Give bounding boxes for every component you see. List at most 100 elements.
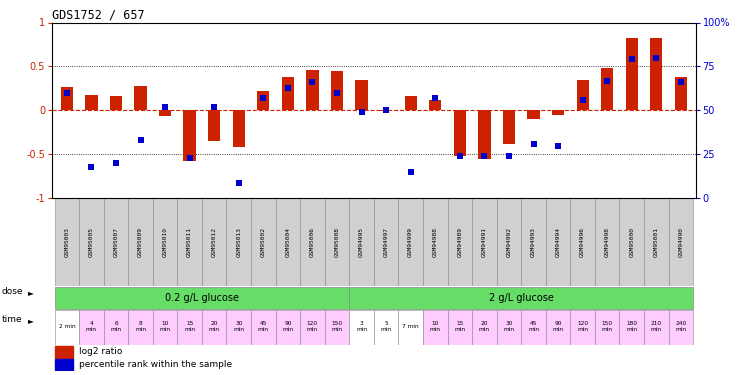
- Text: 8
min: 8 min: [135, 321, 146, 332]
- Text: ►: ►: [28, 288, 34, 297]
- FancyBboxPatch shape: [399, 310, 423, 345]
- Text: 150
min: 150 min: [602, 321, 613, 332]
- Text: GSM94988: GSM94988: [433, 227, 437, 257]
- FancyBboxPatch shape: [399, 198, 423, 286]
- Point: [503, 153, 515, 159]
- FancyBboxPatch shape: [226, 310, 251, 345]
- FancyBboxPatch shape: [177, 198, 202, 286]
- Text: GSM95008: GSM95008: [335, 227, 339, 257]
- Point: [110, 160, 122, 166]
- FancyBboxPatch shape: [595, 198, 620, 286]
- FancyBboxPatch shape: [448, 310, 472, 345]
- FancyBboxPatch shape: [472, 198, 497, 286]
- FancyBboxPatch shape: [275, 198, 300, 286]
- Bar: [454, 111, 466, 156]
- Text: GSM95010: GSM95010: [163, 227, 167, 257]
- FancyBboxPatch shape: [153, 310, 177, 345]
- Text: 210
min: 210 min: [651, 321, 662, 332]
- Text: log2 ratio: log2 ratio: [79, 348, 123, 357]
- FancyBboxPatch shape: [373, 310, 399, 345]
- Bar: [577, 80, 589, 111]
- Text: GSM94997: GSM94997: [384, 227, 388, 257]
- Text: GSM95013: GSM95013: [237, 227, 241, 257]
- Text: 120
min: 120 min: [577, 321, 589, 332]
- FancyBboxPatch shape: [522, 198, 546, 286]
- Point: [552, 142, 564, 148]
- FancyBboxPatch shape: [153, 198, 177, 286]
- FancyBboxPatch shape: [324, 198, 349, 286]
- Text: 150
min: 150 min: [332, 321, 342, 332]
- Bar: [110, 96, 122, 111]
- Point: [650, 55, 662, 61]
- Point: [86, 164, 97, 170]
- FancyBboxPatch shape: [226, 198, 251, 286]
- Point: [626, 57, 638, 63]
- FancyBboxPatch shape: [472, 310, 497, 345]
- Point: [601, 78, 613, 84]
- Text: GSM95007: GSM95007: [113, 227, 118, 257]
- FancyBboxPatch shape: [202, 198, 226, 286]
- FancyBboxPatch shape: [669, 198, 693, 286]
- Point: [356, 109, 368, 115]
- FancyBboxPatch shape: [300, 310, 324, 345]
- FancyBboxPatch shape: [423, 310, 448, 345]
- FancyBboxPatch shape: [79, 310, 103, 345]
- Bar: [429, 100, 441, 111]
- Bar: [552, 111, 564, 115]
- Text: GSM94994: GSM94994: [556, 227, 560, 257]
- Text: GSM94995: GSM94995: [359, 227, 364, 257]
- FancyBboxPatch shape: [546, 198, 571, 286]
- Bar: [650, 38, 662, 111]
- Text: 240
min: 240 min: [676, 321, 687, 332]
- Bar: [159, 111, 171, 116]
- FancyBboxPatch shape: [620, 310, 644, 345]
- Bar: [61, 87, 73, 111]
- FancyBboxPatch shape: [54, 198, 79, 286]
- FancyBboxPatch shape: [103, 198, 128, 286]
- Bar: [307, 70, 318, 111]
- Text: GSM95011: GSM95011: [187, 227, 192, 257]
- Bar: [405, 96, 417, 111]
- Bar: [55, 346, 74, 357]
- Point: [675, 80, 687, 86]
- FancyBboxPatch shape: [324, 310, 349, 345]
- FancyBboxPatch shape: [128, 198, 153, 286]
- FancyBboxPatch shape: [595, 310, 620, 345]
- Text: 2 g/L glucose: 2 g/L glucose: [489, 293, 554, 303]
- FancyBboxPatch shape: [54, 287, 349, 309]
- Point: [454, 153, 466, 159]
- Point: [429, 95, 441, 101]
- Text: 45
min: 45 min: [528, 321, 539, 332]
- Text: 20
min: 20 min: [479, 321, 490, 332]
- FancyBboxPatch shape: [571, 198, 595, 286]
- Bar: [135, 86, 147, 111]
- FancyBboxPatch shape: [448, 198, 472, 286]
- Text: dose: dose: [1, 287, 23, 296]
- Point: [257, 95, 269, 101]
- Text: 30
min: 30 min: [504, 321, 514, 332]
- Point: [331, 90, 343, 96]
- Point: [61, 90, 73, 96]
- FancyBboxPatch shape: [423, 198, 448, 286]
- FancyBboxPatch shape: [620, 198, 644, 286]
- Bar: [331, 71, 343, 111]
- Bar: [55, 359, 74, 370]
- Text: GSM94993: GSM94993: [531, 227, 536, 257]
- Text: GSM95012: GSM95012: [212, 227, 217, 257]
- Bar: [478, 111, 490, 159]
- Text: GSM94990: GSM94990: [679, 227, 684, 257]
- Point: [307, 80, 318, 86]
- Bar: [626, 38, 638, 111]
- Point: [233, 180, 245, 186]
- Bar: [601, 68, 613, 111]
- Bar: [675, 77, 687, 111]
- Point: [527, 141, 539, 147]
- Text: GSM95004: GSM95004: [286, 227, 290, 257]
- FancyBboxPatch shape: [177, 310, 202, 345]
- Text: ►: ►: [28, 316, 34, 325]
- Text: GSM94991: GSM94991: [482, 227, 487, 257]
- Text: GSM95002: GSM95002: [261, 227, 266, 257]
- FancyBboxPatch shape: [349, 287, 693, 309]
- Bar: [503, 111, 515, 144]
- FancyBboxPatch shape: [669, 310, 693, 345]
